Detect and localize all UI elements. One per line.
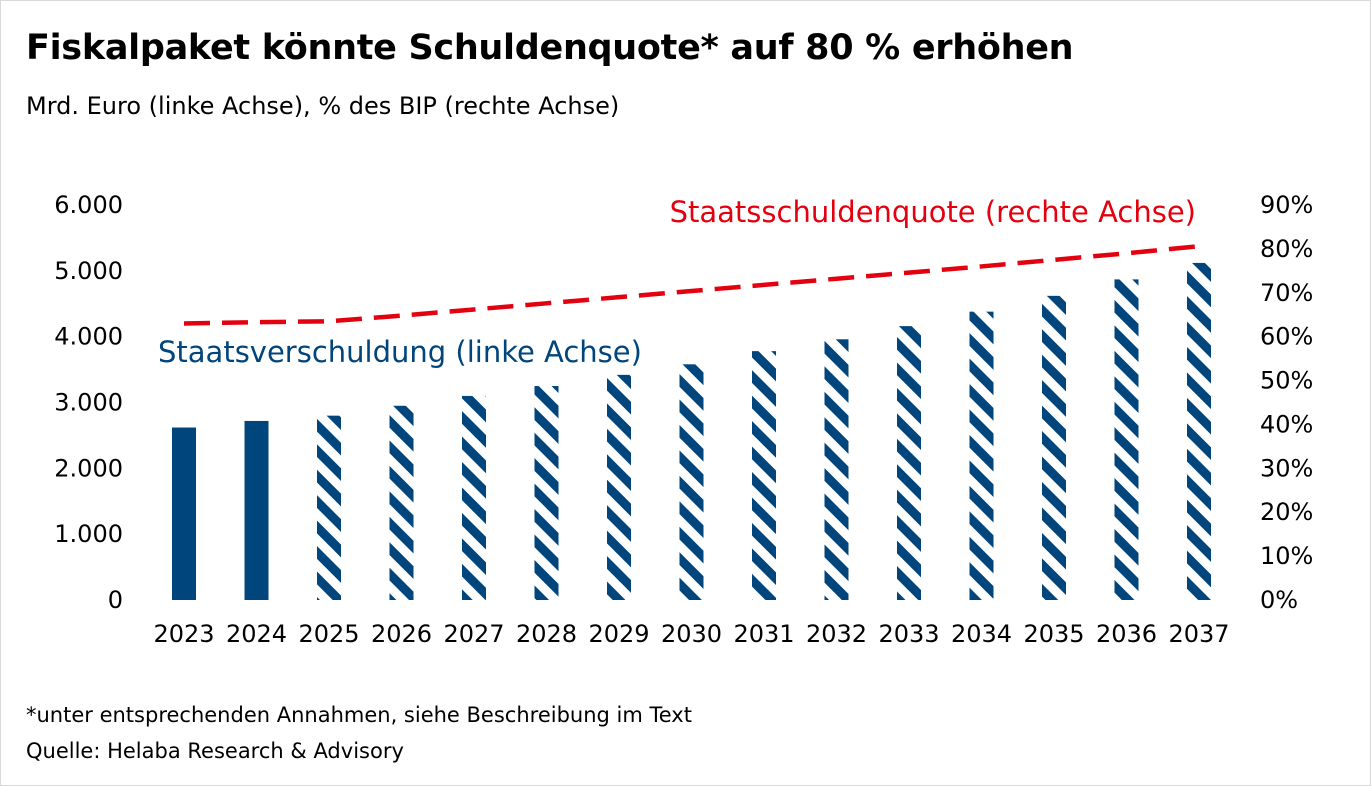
chart-title: Fiskalpaket könnte Schuldenquote* auf 80…	[26, 28, 1074, 68]
x-tick-label: 2034	[951, 620, 1012, 648]
x-tick-label: 2032	[806, 620, 867, 648]
chart-subtitle: Mrd. Euro (linke Achse), % des BIP (rech…	[26, 92, 620, 120]
right-tick-label: 20%	[1260, 498, 1313, 526]
x-tick-label: 2033	[878, 620, 939, 648]
x-tick-label: 2023	[153, 620, 214, 648]
left-tick-label: 6.000	[54, 191, 123, 219]
right-tick-label: 0%	[1260, 586, 1298, 614]
left-tick-label: 3.000	[54, 389, 123, 417]
x-tick-label: 2028	[516, 620, 577, 648]
bar-2029	[607, 374, 631, 600]
x-tick-label: 2024	[226, 620, 287, 648]
right-tick-label: 10%	[1260, 542, 1313, 570]
x-tick-label: 2036	[1096, 620, 1157, 648]
left-tick-label: 1.000	[54, 520, 123, 548]
x-tick-label: 2029	[588, 620, 649, 648]
bar-2033	[897, 326, 921, 600]
right-tick-label: 80%	[1260, 235, 1313, 263]
right-tick-label: 40%	[1260, 410, 1313, 438]
bar-2023	[172, 427, 196, 600]
bar-2026	[389, 405, 414, 600]
bar-2037	[1187, 262, 1211, 600]
left-tick-label: 4.000	[54, 323, 123, 351]
footnote: *unter entsprechenden Annahmen, siehe Be…	[26, 703, 692, 727]
source-note: Quelle: Helaba Research & Advisory	[26, 739, 404, 763]
x-tick-label: 2035	[1023, 620, 1084, 648]
right-tick-label: 50%	[1260, 367, 1313, 395]
left-tick-label: 2.000	[54, 454, 123, 482]
x-tick-label: 2030	[661, 620, 722, 648]
bar-2024	[244, 420, 269, 600]
bar-2027	[462, 395, 486, 600]
bar-2028	[534, 386, 559, 600]
left-tick-label: 5.000	[54, 257, 123, 285]
bar-2030	[679, 364, 704, 600]
x-tick-label: 2037	[1168, 620, 1229, 648]
right-tick-label: 90%	[1260, 191, 1313, 219]
right-tick-label: 60%	[1260, 323, 1313, 351]
right-tick-label: 30%	[1260, 454, 1313, 482]
x-tick-label: 2025	[298, 620, 359, 648]
debt-ratio-line	[183, 244, 1200, 326]
x-tick-label: 2026	[371, 620, 432, 648]
x-tick-label: 2027	[443, 620, 504, 648]
bar-2032	[824, 339, 849, 600]
bar-2031	[752, 351, 776, 600]
bar-2025	[317, 415, 341, 600]
bar-2034	[969, 311, 994, 600]
series-label-ratio: Staatsschuldenquote (rechte Achse)	[670, 195, 1196, 229]
bar-2035	[1042, 295, 1066, 600]
x-tick-label: 2031	[733, 620, 794, 648]
left-tick-label: 0	[108, 586, 123, 614]
bar-2036	[1114, 279, 1139, 600]
right-tick-label: 70%	[1260, 279, 1313, 307]
series-label-debt: Staatsverschuldung (linke Achse)	[158, 335, 642, 369]
